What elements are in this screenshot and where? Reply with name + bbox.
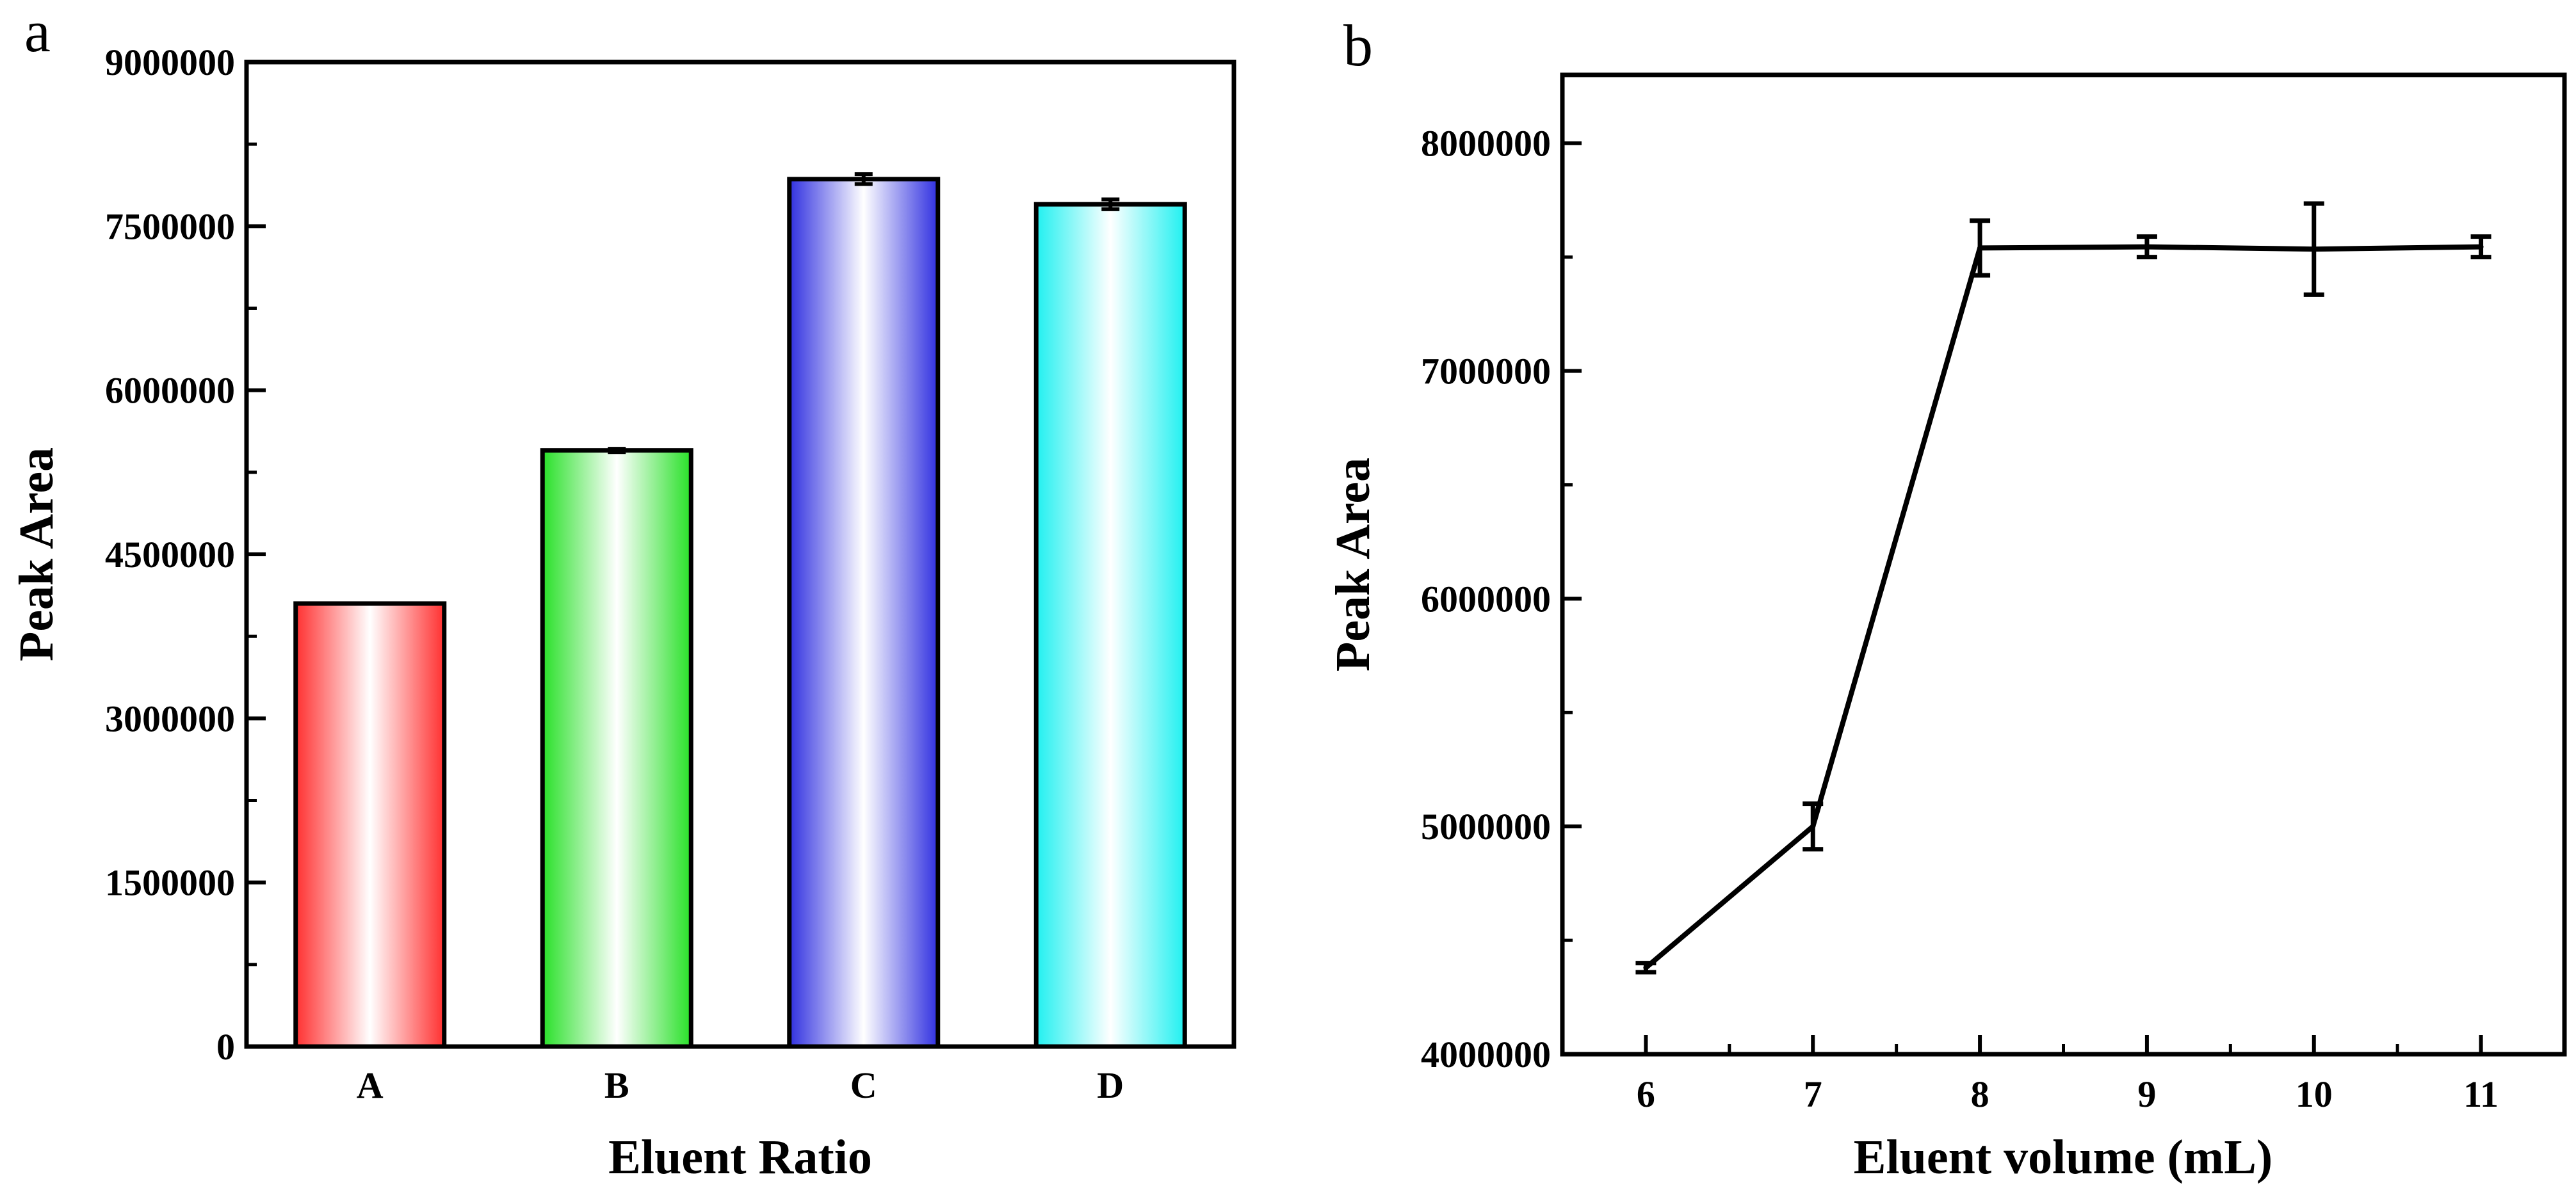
x-tick-label-A: A [357,1064,384,1106]
data-point-b [1977,245,1983,251]
x-axis-b: 6 7 8 9 10 11 [1637,1035,2499,1115]
bar-chart-panel: 0 1500000 3000000 4500000 6000000 7500000 9000… [10,42,1236,1184]
x-tick-label-D: D [1097,1064,1124,1106]
y-tick-label-a: 7500000 [105,205,235,247]
y-tick-label-a: 6000000 [105,370,235,412]
data-point-b [2144,244,2150,250]
series-b [1635,201,2491,975]
data-point-b [1643,965,1649,970]
y-tick-label-b: 5000000 [1421,806,1551,847]
x-tick-label-b: 9 [2137,1073,2156,1115]
y-tick-label-b: 6000000 [1421,578,1551,620]
x-axis-title-a: Eluent Ratio [608,1130,872,1184]
bar-D [1033,202,1187,1049]
y-tick-label-a: 0 [216,1026,235,1068]
y-axis-b: 4000000 5000000 6000000 7000000 8000000 [1421,123,1582,1075]
x-axis-a: A B C D [357,1064,1124,1106]
panel-label-a: a [24,0,51,64]
y-tick-label-a: 9000000 [105,42,235,83]
x-tick-label-b: 7 [1804,1073,1822,1115]
y-tick-label-a: 3000000 [105,698,235,739]
data-point-b [2311,246,2317,252]
x-axis-title-b: Eluent volume (mL) [1854,1130,2272,1184]
x-tick-label-b: 10 [2296,1073,2333,1115]
y-axis-a: 0 1500000 3000000 4500000 6000000 7500000 9000… [105,42,266,1068]
x-tick-label-b: 8 [1971,1073,1989,1115]
panel-label-b: b [1343,13,1373,78]
data-point-b [1810,824,1816,830]
x-tick-label-B: B [604,1064,629,1106]
series-line [1644,244,2481,970]
bar-C [787,177,941,1049]
x-tick-label-b: 11 [2463,1073,2499,1115]
x-tick-label-b: 6 [1637,1073,1655,1115]
y-tick-label-a: 1500000 [105,862,235,904]
plot-frame-b [1560,72,2567,1057]
y-tick-label-a: 4500000 [105,534,235,575]
y-tick-label-b: 8000000 [1421,123,1551,165]
y-axis-title-a: Peak Area [10,447,63,661]
x-tick-label-C: C [850,1064,877,1106]
y-axis-title-b: Peak Area [1326,458,1380,671]
y-tick-label-b: 4000000 [1421,1034,1551,1075]
data-point-b [2478,244,2484,250]
bar-B [540,448,693,1049]
line-chart-panel: 4000000 5000000 6000000 7000000 8000000 6 7 8 9… [1326,72,2567,1184]
bars-a [293,172,1187,1049]
bar-A [293,601,447,1049]
y-tick-label-b: 7000000 [1421,351,1551,392]
